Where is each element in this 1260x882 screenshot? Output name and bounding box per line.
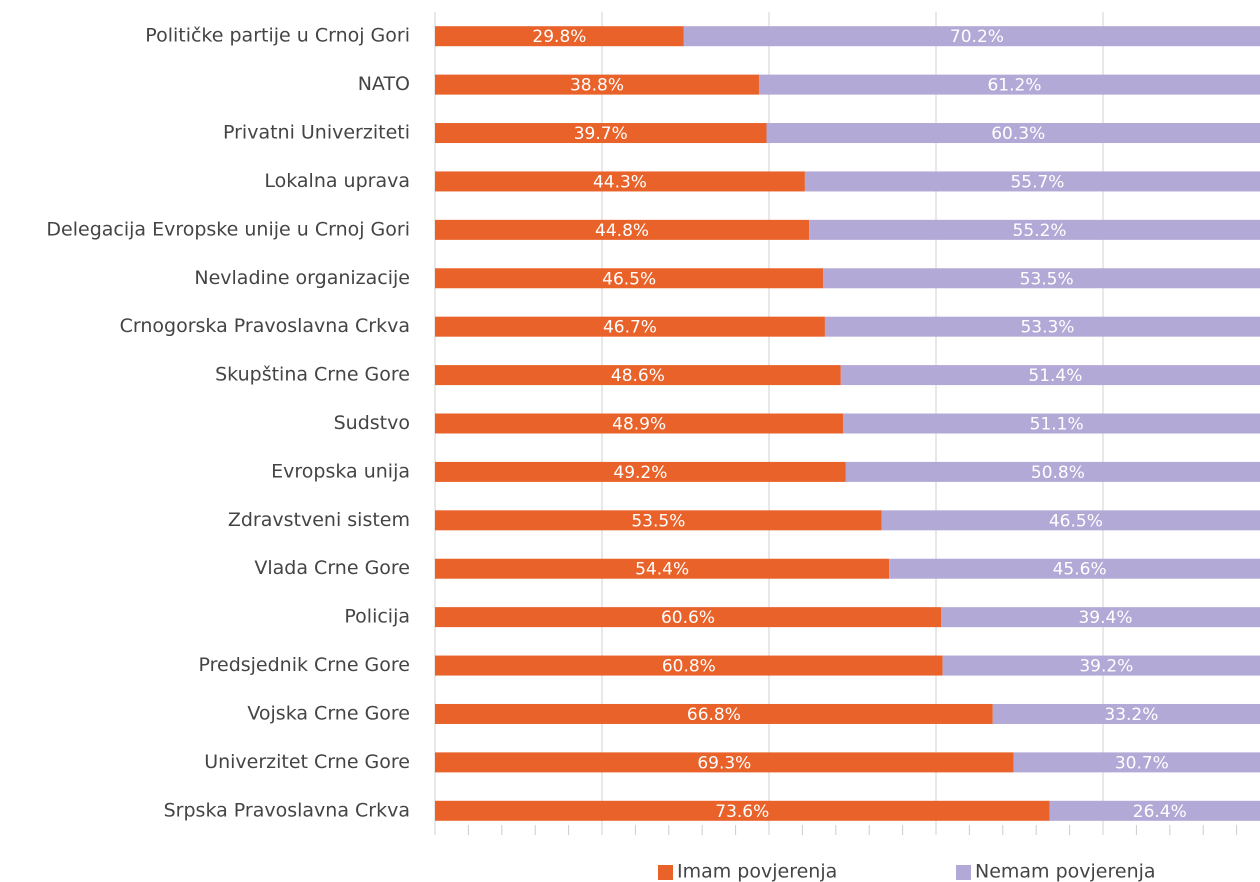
bar-segment (435, 219, 810, 240)
bar-segment (845, 461, 1260, 482)
data-label: 55.2% (1013, 221, 1067, 241)
bar-segment (435, 26, 684, 47)
data-label: 30.7% (1115, 753, 1169, 773)
data-label: 26.4% (1133, 802, 1187, 822)
data-label: 61.2% (987, 76, 1041, 96)
data-label: 53.5% (1020, 269, 1074, 289)
y-tick-label: NATO (358, 73, 410, 95)
bar-segment (889, 558, 1260, 579)
data-label: 46.5% (1049, 511, 1103, 531)
data-label: 51.1% (1030, 415, 1084, 435)
data-label: 73.6% (715, 802, 769, 822)
data-label: 46.5% (602, 269, 656, 289)
bar-segment (435, 123, 767, 144)
bar-segment (435, 74, 759, 95)
y-tick-label: Političke partije u Crnoj Gori (145, 25, 410, 47)
legend-label: Imam povjerenja (677, 861, 837, 882)
y-tick-label: Predsjednik Crne Gore (198, 654, 410, 676)
data-label: 44.8% (595, 221, 649, 241)
data-label: 53.3% (1020, 318, 1074, 338)
bar-segment (435, 461, 846, 482)
bar-segment (683, 26, 1260, 47)
bar-segment (758, 74, 1260, 95)
legend-swatch (658, 865, 673, 880)
bar-segment (435, 558, 890, 579)
data-label: 66.8% (687, 705, 741, 725)
data-label: 60.6% (661, 608, 715, 628)
y-tick-label: Univerzitet Crne Gore (204, 751, 410, 773)
y-tick-label: Privatni Univerziteti (223, 122, 410, 144)
data-label: 38.8% (570, 76, 624, 96)
data-label: 53.5% (631, 511, 685, 531)
bar-segment (435, 655, 943, 676)
data-label: 46.7% (603, 318, 657, 338)
bar-segment (1049, 800, 1260, 821)
data-label: 39.4% (1078, 608, 1132, 628)
bar-segment (809, 219, 1260, 240)
data-label: 51.4% (1028, 366, 1082, 386)
y-tick-label: Zdravstveni sistem (228, 509, 410, 531)
legend-label: Nemam povjerenja (975, 861, 1156, 882)
bar-segment (840, 365, 1260, 386)
bar-segment (881, 510, 1260, 531)
data-label: 29.8% (532, 27, 586, 47)
data-label: 48.9% (612, 415, 666, 435)
data-label: 60.8% (662, 657, 716, 677)
bar-segment (804, 171, 1260, 192)
legend-swatch (956, 865, 971, 880)
bar-segment (992, 703, 1260, 724)
bar-segment (823, 268, 1260, 289)
bar-segment (1013, 752, 1260, 773)
data-label: 39.7% (574, 124, 628, 144)
bar-segment (824, 316, 1260, 337)
data-label: 60.3% (991, 124, 1045, 144)
y-tick-label: Lokalna uprava (264, 170, 410, 192)
data-label: 44.3% (593, 172, 647, 192)
y-tick-label: Sudstvo (334, 412, 410, 434)
y-tick-label: Nevladine organizacije (194, 267, 410, 289)
y-tick-label: Policija (344, 606, 410, 628)
bar-segment (435, 268, 824, 289)
bar-segment (435, 316, 825, 337)
bar-segment (435, 752, 1014, 773)
data-label: 45.6% (1053, 560, 1107, 580)
data-label: 39.2% (1079, 657, 1133, 677)
y-tick-label: Vojska Crne Gore (247, 702, 410, 724)
bar-segment (435, 510, 882, 531)
bar-segment (435, 607, 942, 628)
data-label: 70.2% (950, 27, 1004, 47)
bar-segment (435, 703, 993, 724)
y-tick-label: Delegacija Evropske unije u Crnoj Gori (46, 218, 410, 240)
y-tick-label: Evropska unija (271, 460, 410, 482)
y-tick-label: Crnogorska Pravoslavna Crkva (120, 315, 410, 337)
bar-segment (435, 171, 805, 192)
bar-segment (942, 655, 1260, 676)
data-label: 50.8% (1031, 463, 1085, 483)
data-label: 69.3% (697, 753, 751, 773)
bar-segment (766, 123, 1260, 144)
y-tick-label: Srpska Pravoslavna Crkva (164, 799, 410, 821)
y-tick-label: Vlada Crne Gore (254, 557, 410, 579)
data-label: 33.2% (1104, 705, 1158, 725)
bar-segment (435, 800, 1050, 821)
data-label: 48.6% (611, 366, 665, 386)
data-label: 54.4% (635, 560, 689, 580)
bar-segment (435, 365, 841, 386)
data-label: 55.7% (1010, 172, 1064, 192)
bar-segment (843, 413, 1260, 434)
data-label: 49.2% (613, 463, 667, 483)
y-tick-label: Skupština Crne Gore (215, 364, 410, 386)
bar-segment (941, 607, 1260, 628)
bar-segment (435, 413, 844, 434)
